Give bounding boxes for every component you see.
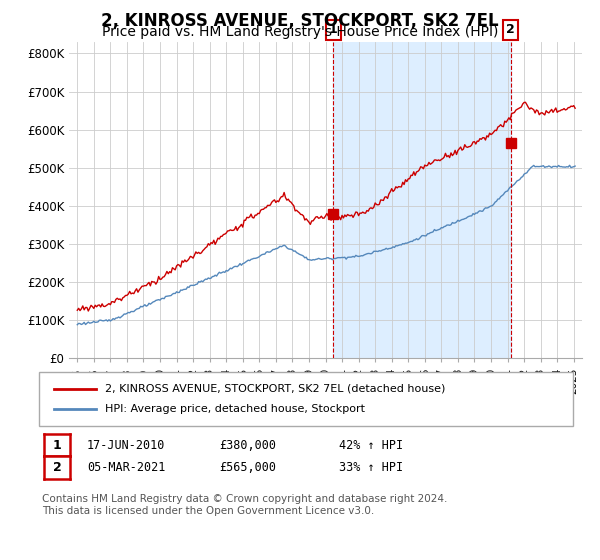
Text: £565,000: £565,000 [219, 461, 276, 474]
Text: 1: 1 [329, 24, 337, 36]
Text: HPI: Average price, detached house, Stockport: HPI: Average price, detached house, Stoc… [105, 404, 365, 414]
Text: 33% ↑ HPI: 33% ↑ HPI [339, 461, 403, 474]
Text: Price paid vs. HM Land Registry's House Price Index (HPI): Price paid vs. HM Land Registry's House … [102, 25, 498, 39]
Text: £380,000: £380,000 [219, 438, 276, 452]
Text: 2, KINROSS AVENUE, STOCKPORT, SK2 7EL (detached house): 2, KINROSS AVENUE, STOCKPORT, SK2 7EL (d… [105, 384, 445, 394]
Text: 42% ↑ HPI: 42% ↑ HPI [339, 438, 403, 452]
Text: 2: 2 [506, 24, 515, 36]
Text: 17-JUN-2010: 17-JUN-2010 [87, 438, 166, 452]
Text: 2, KINROSS AVENUE, STOCKPORT, SK2 7EL: 2, KINROSS AVENUE, STOCKPORT, SK2 7EL [101, 12, 499, 30]
Text: 2: 2 [53, 461, 61, 474]
Text: 05-MAR-2021: 05-MAR-2021 [87, 461, 166, 474]
Text: 1: 1 [53, 438, 61, 452]
Bar [333, 42, 511, 358]
Text: Contains HM Land Registry data © Crown copyright and database right 2024.
This d: Contains HM Land Registry data © Crown c… [42, 494, 448, 516]
